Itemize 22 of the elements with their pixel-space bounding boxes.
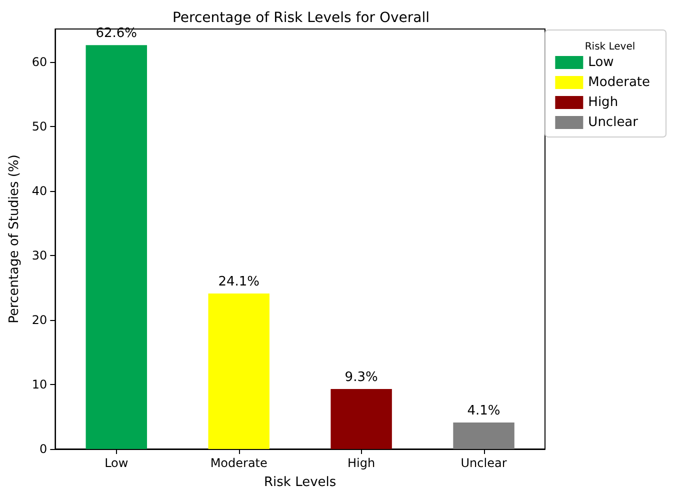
- y-tick-label: 60: [32, 54, 48, 69]
- chart-title: Percentage of Risk Levels for Overall: [172, 10, 430, 26]
- x-tick-label: Moderate: [210, 456, 268, 470]
- legend-title: Risk Level: [584, 42, 636, 52]
- legend-label: High: [588, 95, 618, 110]
- data-label: 9.3%: [344, 370, 378, 385]
- y-axis-title: Percentage of Studies (%): [7, 154, 22, 324]
- x-tick-label: Low: [104, 456, 128, 470]
- legend-label: Low: [588, 55, 614, 70]
- data-label: 24.1%: [218, 274, 260, 290]
- y-tick-label: 20: [32, 312, 48, 327]
- legend-label: Unclear: [588, 115, 639, 130]
- y-tick-label: 30: [32, 248, 48, 262]
- y-tick-label: 0: [40, 442, 48, 456]
- y-tick-label: 40: [32, 184, 48, 198]
- y-tick-label: 50: [32, 119, 48, 134]
- legend-label: Moderate: [588, 75, 650, 90]
- x-axis-title: Risk Levels: [264, 475, 336, 490]
- x-tick-label: High: [348, 456, 376, 470]
- y-tick-label: 10: [32, 377, 48, 392]
- x-tick-label: Unclear: [460, 456, 507, 470]
- data-label: 4.1%: [467, 404, 500, 419]
